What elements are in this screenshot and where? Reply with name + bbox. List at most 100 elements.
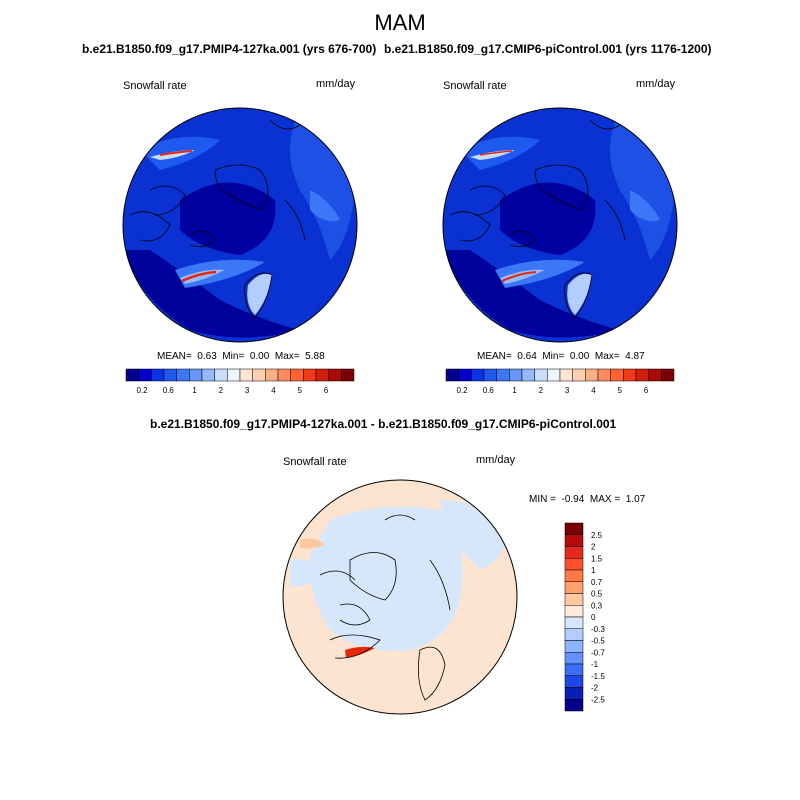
left-colorbar-tick-label: 0.6	[163, 386, 175, 395]
difference-colorbar-swatch	[564, 616, 584, 629]
difference-colorbar-swatch	[564, 534, 584, 547]
left-colorbar-swatch	[252, 368, 266, 382]
difference-colorbar-tick-label: 0.7	[591, 578, 603, 587]
difference-colorbar-tick-label: -2.5	[591, 695, 605, 704]
difference-colorbar-tick-label: 2	[591, 543, 596, 552]
right-colorbar-swatch	[623, 368, 637, 382]
difference-colorbar-tick-label: -0.5	[591, 637, 605, 646]
left-colorbar-swatch	[176, 368, 190, 382]
left-stats: MEAN= 0.63 Min= 0.00 Max= 5.88	[157, 351, 325, 362]
right-colorbar: 0.2 0.6 1 2 3 4 5 6	[445, 368, 675, 395]
left-colorbar-swatch	[163, 368, 177, 382]
right-mean-label: MEAN=	[477, 351, 512, 362]
left-colorbar: 0.2 0.6 1 2 3 4 5 6	[125, 368, 355, 395]
right-colorbar-swatch	[648, 368, 662, 382]
difference-colorbar-swatch	[564, 652, 584, 665]
difference-colorbar-tick-label: 1.5	[591, 554, 603, 563]
right-colorbar-swatch	[547, 368, 561, 382]
right-min-label: Min=	[542, 351, 565, 362]
difference-units-label: mm/day	[476, 454, 516, 466]
right-variable-label: Snowfall rate	[443, 80, 507, 92]
left-mean-label: MEAN=	[157, 351, 192, 362]
left-colorbar-tick-label: 0.2	[136, 386, 148, 395]
left-colorbar-tick-label: 5	[297, 386, 302, 395]
right-colorbar-swatch	[445, 368, 459, 382]
left-panel-title: b.e21.B1850.f09_g17.PMIP4-127ka.001 (yrs…	[82, 42, 377, 56]
left-variable-label: Snowfall rate	[123, 80, 187, 92]
difference-min-label: MIN =	[529, 494, 556, 505]
left-colorbar-swatch	[227, 368, 241, 382]
left-colorbar-swatch	[290, 368, 304, 382]
right-polar-map	[442, 107, 678, 343]
right-colorbar-swatch	[458, 368, 472, 382]
right-panel-title: b.e21.B1850.f09_g17.CMIP6-piControl.001 …	[384, 42, 712, 56]
right-colorbar-swatch	[559, 368, 573, 382]
right-colorbar-swatch	[496, 368, 510, 382]
right-colorbar-swatch	[471, 368, 485, 382]
right-colorbar-tick-label: 1	[512, 386, 517, 395]
difference-colorbar-swatch	[564, 581, 584, 594]
left-colorbar-swatch	[214, 368, 228, 382]
left-min-value: 0.00	[249, 351, 270, 362]
left-colorbar-tick-label: 4	[271, 386, 276, 395]
left-colorbar-swatch	[125, 368, 139, 382]
difference-max-value: 1.07	[625, 494, 646, 505]
right-max-label: Max=	[594, 351, 620, 362]
difference-panel-title: b.e21.B1850.f09_g17.PMIP4-127ka.001 - b.…	[150, 417, 617, 431]
right-colorbar-swatch	[661, 368, 675, 382]
right-colorbar-swatch	[521, 368, 535, 382]
left-colorbar-tick-label: 6	[324, 386, 329, 395]
right-colorbar-tick-label: 2	[539, 386, 544, 395]
difference-colorbar-tick-label: 0	[591, 613, 596, 622]
difference-colorbar-swatch	[564, 558, 584, 571]
left-colorbar-swatch	[201, 368, 215, 382]
right-colorbar-swatch	[534, 368, 548, 382]
season-title: MAM	[374, 10, 426, 35]
right-units-label: mm/day	[636, 78, 676, 90]
right-colorbar-swatch	[483, 368, 497, 382]
right-colorbar-swatch	[597, 368, 611, 382]
left-colorbar-swatch	[341, 368, 355, 382]
difference-colorbar-tick-label: 2.5	[591, 531, 603, 540]
left-colorbar-tick-label: 1	[192, 386, 197, 395]
left-colorbar-swatch	[328, 368, 342, 382]
right-colorbar-tick-label: 5	[617, 386, 622, 395]
left-colorbar-swatch	[265, 368, 279, 382]
difference-colorbar-swatch	[564, 687, 584, 700]
right-mean-value: 0.64	[517, 351, 537, 362]
right-colorbar-swatch	[509, 368, 523, 382]
left-colorbar-swatch	[239, 368, 253, 382]
right-colorbar-tick-label: 3	[565, 386, 570, 395]
difference-colorbar-tick-label: 1	[591, 566, 596, 575]
difference-colorbar-swatch	[564, 663, 584, 676]
left-colorbar-swatch	[189, 368, 203, 382]
difference-colorbar-tick-label: 0.5	[591, 590, 603, 599]
left-colorbar-swatch	[277, 368, 291, 382]
difference-max-label: MAX =	[589, 494, 621, 505]
right-max-value: 4.87	[625, 351, 645, 362]
difference-colorbar-swatch	[564, 569, 584, 582]
left-colorbar-tick-label: 2	[219, 386, 224, 395]
left-units-label: mm/day	[316, 78, 356, 90]
difference-colorbar-tick-label: 0.3	[591, 601, 603, 610]
difference-colorbar-tick-label: -1	[591, 660, 599, 669]
difference-colorbar-swatch	[564, 628, 584, 641]
difference-colorbar-swatch	[564, 605, 584, 618]
left-max-label: Max=	[274, 351, 300, 362]
difference-colorbar-tick-label: -0.7	[591, 648, 605, 657]
right-colorbar-tick-label: 4	[591, 386, 596, 395]
left-colorbar-swatch	[138, 368, 152, 382]
right-stats: MEAN= 0.64 Min= 0.00 Max= 4.87	[477, 351, 645, 362]
right-colorbar-swatch	[572, 368, 586, 382]
difference-stats: MIN = -0.94 MAX = 1.07	[529, 494, 645, 505]
difference-polar-map	[282, 479, 518, 715]
right-colorbar-tick-label: 6	[644, 386, 649, 395]
right-colorbar-tick-label: 0.6	[483, 386, 495, 395]
difference-colorbar-swatch	[564, 675, 584, 688]
difference-colorbar-tick-label: -1.5	[591, 672, 605, 681]
difference-min-value: -0.94	[561, 494, 585, 505]
left-min-label: Min=	[222, 351, 245, 362]
left-max-value: 5.88	[305, 351, 325, 362]
left-polar-map	[122, 107, 358, 343]
